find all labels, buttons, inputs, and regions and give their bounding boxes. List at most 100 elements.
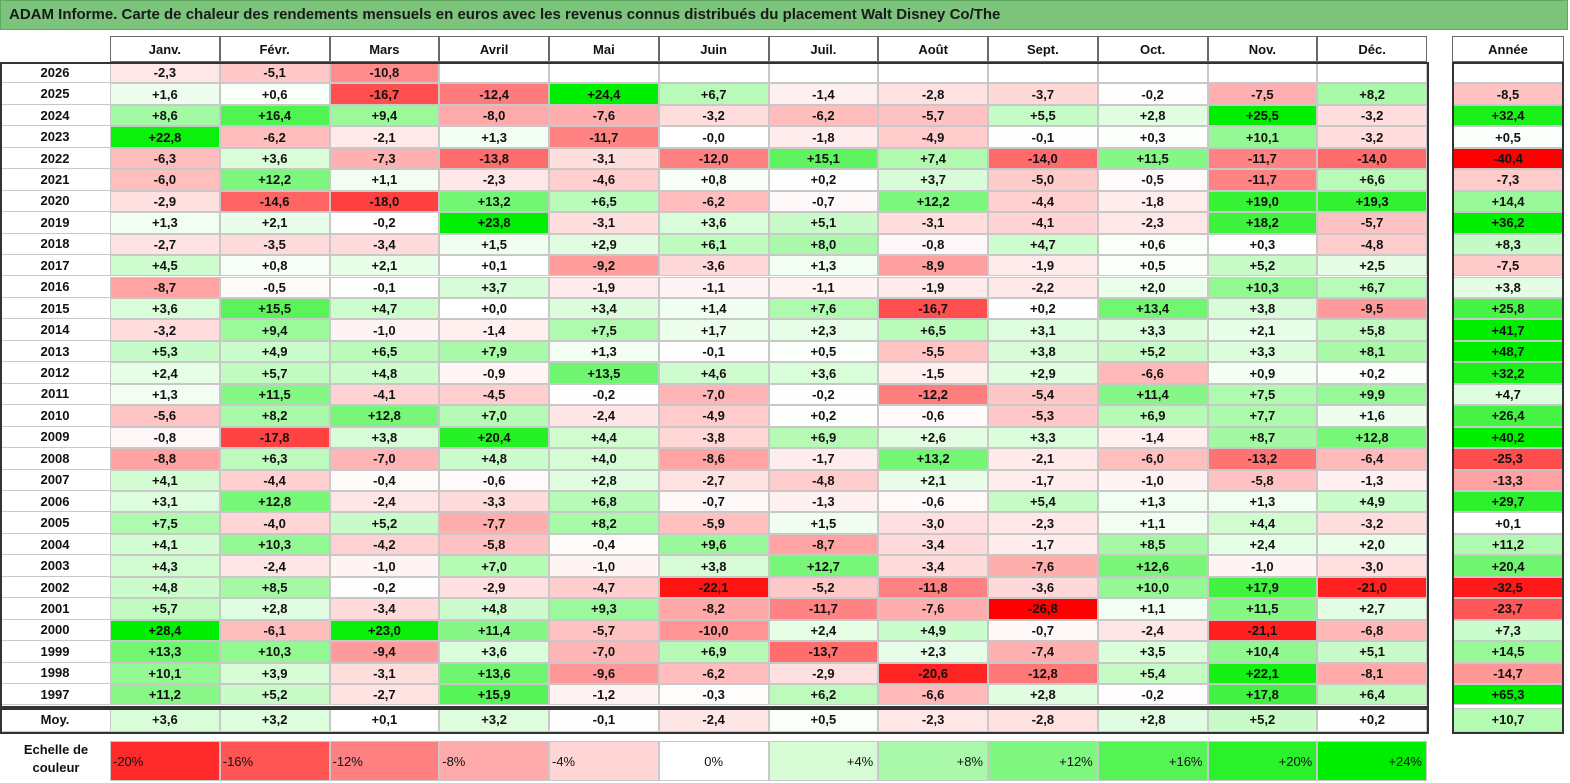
heatmap-cell: +0,2: [768, 169, 879, 191]
row-year-label: 2001: [0, 598, 110, 620]
average-cell: -2,8: [988, 707, 1098, 732]
heatmap-cell: +5,2: [329, 512, 440, 534]
average-cell: +2,8: [1097, 707, 1208, 732]
heatmap-cell: +10,1: [1207, 126, 1318, 148]
heatmap-cell: -0,1: [658, 340, 769, 363]
heatmap-cell: +0,6: [219, 83, 330, 105]
heatmap-cell: +5,7: [219, 362, 330, 384]
heatmap-cell: +6,1: [658, 233, 769, 256]
heatmap-cell: -3,8: [658, 426, 769, 449]
heatmap-cell: -2,1: [988, 448, 1098, 470]
heatmap-cell: -21,1: [1207, 619, 1318, 642]
average-cell: +0,5: [768, 707, 879, 732]
heatmap-cell: +12,2: [219, 169, 330, 191]
heatmap-cell: [1317, 62, 1427, 84]
row-year-label: 2000: [0, 620, 110, 642]
row-year-label: 2016: [0, 277, 110, 298]
heatmap-cell: +5,2: [1207, 255, 1318, 277]
heatmap-cell: +9,4: [219, 319, 330, 341]
row-year-label: 2017: [0, 255, 110, 277]
heatmap-cell: -0,2: [1097, 684, 1208, 706]
heatmap-cell: +8,2: [1317, 83, 1427, 105]
heatmap-cell: -12,2: [878, 383, 988, 406]
annual-cell: +4,7: [1452, 383, 1564, 406]
heatmap-cell: -7,6: [988, 555, 1098, 577]
row-year-label: 2023: [0, 126, 110, 148]
heatmap-cell: -3,1: [549, 212, 659, 234]
column-header: Janv.: [110, 36, 220, 62]
heatmap-cell: -9,4: [329, 641, 440, 663]
heatmap-cell: -5,2: [768, 576, 879, 599]
heatmap-cell: +5,3: [110, 340, 220, 363]
heatmap-cell: +0,0: [439, 297, 549, 320]
column-header: Févr.: [219, 36, 330, 62]
heatmap-cell: -7,3: [329, 147, 440, 170]
annual-cell: +36,2: [1452, 212, 1564, 234]
heatmap-cell: +0,3: [1097, 126, 1208, 148]
heatmap-cell: +1,3: [768, 255, 879, 277]
row-year-label: 2012: [0, 362, 110, 384]
heatmap-cell: +25,5: [1207, 104, 1318, 127]
color-scale-stop: +4%: [768, 741, 879, 781]
heatmap-cell: +2,3: [768, 319, 879, 341]
heatmap-cell: +0,1: [439, 255, 549, 277]
heatmap-cell: -2,3: [439, 169, 549, 191]
row-year-label: 2011: [0, 384, 110, 406]
color-scale-stop: -12%: [329, 741, 440, 781]
column-header: Avril: [439, 36, 549, 62]
heatmap-cell: +2,4: [1207, 533, 1318, 556]
heatmap-cell: +2,7: [1317, 598, 1427, 620]
heatmap-cell: -7,6: [878, 598, 988, 620]
heatmap-cell: +15,1: [768, 147, 879, 170]
heatmap-cell: -13,8: [439, 147, 549, 170]
heatmap-cell: -6,2: [768, 104, 879, 127]
color-scale-stop: -20%: [110, 741, 220, 781]
heatmap-cell: -13,2: [1207, 448, 1318, 470]
heatmap-cell: +10,3: [1207, 276, 1318, 298]
heatmap-cell: -5,1: [219, 62, 330, 84]
row-year-label: 2015: [0, 298, 110, 320]
heatmap-cell: -3,4: [329, 233, 440, 256]
row-year-label: 2008: [0, 448, 110, 470]
row-year-label: 2025: [0, 83, 110, 105]
heatmap-cell: +7,5: [1207, 383, 1318, 406]
heatmap-cell: -5,5: [878, 340, 988, 363]
heatmap-cell: +3,6: [219, 147, 330, 170]
heatmap-cell: -8,1: [1317, 662, 1427, 685]
heatmap-cell: -4,9: [658, 405, 769, 427]
heatmap-cell: -1,9: [878, 276, 988, 298]
column-header: Août: [878, 36, 988, 62]
heatmap-cell: +1,5: [439, 233, 549, 256]
heatmap-cell: -8,7: [768, 533, 879, 556]
heatmap-cell: +11,4: [439, 619, 549, 642]
heatmap-cell: +11,5: [1207, 598, 1318, 620]
heatmap-cell: +6,5: [329, 340, 440, 363]
heatmap-cell: +1,1: [329, 169, 440, 191]
heatmap-cell: -20,6: [878, 662, 988, 685]
heatmap-cell: +7,5: [549, 319, 659, 341]
heatmap-cell: +4,9: [878, 619, 988, 642]
heatmap-cell: -2,3: [988, 512, 1098, 534]
row-year-label: 2002: [0, 577, 110, 599]
average-cell: -2,3: [878, 707, 988, 732]
heatmap-cell: +0,2: [768, 405, 879, 427]
annual-cell: +7,3: [1452, 619, 1564, 642]
heatmap-cell: -7,7: [439, 512, 549, 534]
average-cell: +5,2: [1207, 707, 1318, 732]
heatmap-cell: -3,4: [878, 533, 988, 556]
heatmap-cell: +11,5: [1097, 147, 1208, 170]
heatmap-cell: -1,9: [988, 255, 1098, 277]
heatmap-cell: -6,2: [219, 126, 330, 148]
heatmap-cell: +17,9: [1207, 576, 1318, 599]
annual-cell: +14,4: [1452, 190, 1564, 213]
heatmap-cell: +1,1: [1097, 512, 1208, 534]
row-year-label: 2005: [0, 512, 110, 534]
heatmap-cell: +19,3: [1317, 190, 1427, 213]
heatmap-cell: +4,6: [658, 362, 769, 384]
heatmap-cell: [768, 62, 879, 84]
heatmap-cell: -2,4: [549, 405, 659, 427]
heatmap-cell: -6,6: [1097, 362, 1208, 384]
heatmap-cell: +12,7: [768, 555, 879, 577]
heatmap-cell: +4,9: [1317, 491, 1427, 513]
heatmap-cell: +0,9: [1207, 362, 1318, 384]
